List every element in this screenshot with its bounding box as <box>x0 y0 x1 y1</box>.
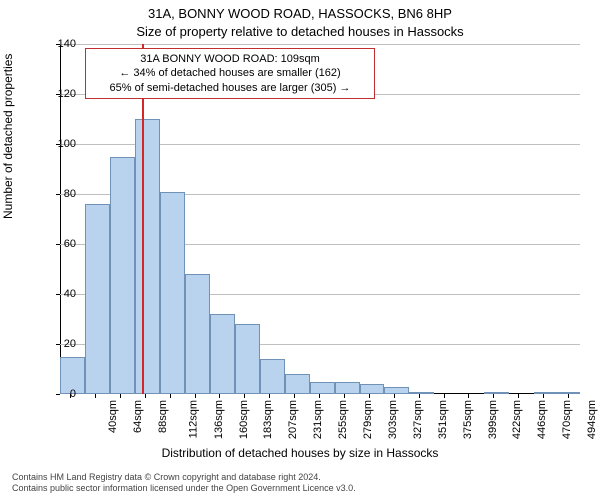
x-tick-mark <box>219 394 220 398</box>
x-tick-label: 183sqm <box>262 400 274 439</box>
y-tick-label: 140 <box>58 38 76 50</box>
x-tick-label: 422sqm <box>511 400 523 439</box>
x-tick-label: 207sqm <box>287 400 299 439</box>
x-tick-label: 231sqm <box>312 400 324 439</box>
x-tick-mark <box>244 394 245 398</box>
x-tick-mark <box>95 394 96 398</box>
x-tick-mark <box>195 394 196 398</box>
histogram-bar <box>335 382 360 395</box>
x-tick-label: 375sqm <box>462 400 474 439</box>
histogram-bar <box>235 324 260 394</box>
y-axis-label: Number of detached properties <box>1 54 15 219</box>
histogram-bar <box>285 374 310 394</box>
histogram-bar <box>260 359 285 394</box>
x-tick-label: 64sqm <box>132 400 144 433</box>
x-tick-mark <box>170 394 171 398</box>
x-tick-mark <box>269 394 270 398</box>
footer-line2: Contains public sector information licen… <box>12 483 356 494</box>
x-tick-label: 470sqm <box>561 400 573 439</box>
x-tick-mark <box>120 394 121 398</box>
y-tick-label: 0 <box>70 388 76 400</box>
x-tick-mark <box>468 394 469 398</box>
x-tick-label: 88sqm <box>157 400 169 433</box>
x-tick-label: 446sqm <box>536 400 548 439</box>
histogram-bar <box>110 157 135 395</box>
y-tick-mark <box>56 344 60 345</box>
histogram-bar <box>310 382 335 395</box>
y-tick-label: 20 <box>64 338 76 350</box>
y-tick-mark <box>56 244 60 245</box>
x-tick-mark <box>444 394 445 398</box>
y-tick-mark <box>56 194 60 195</box>
x-tick-label: 112sqm <box>188 400 200 438</box>
x-tick-mark <box>294 394 295 398</box>
grid-line <box>60 44 580 45</box>
y-tick-label: 80 <box>64 188 76 200</box>
x-tick-label: 494sqm <box>586 400 598 439</box>
y-tick-label: 120 <box>58 88 76 100</box>
annotation-line1: 31A BONNY WOOD ROAD: 109sqm <box>92 52 368 66</box>
y-tick-label: 100 <box>58 138 76 150</box>
x-axis-label: Distribution of detached houses by size … <box>0 446 600 460</box>
x-tick-mark <box>543 394 544 398</box>
x-tick-mark <box>568 394 569 398</box>
x-tick-mark <box>369 394 370 398</box>
histogram-bar <box>135 119 160 394</box>
x-tick-label: 40sqm <box>107 400 119 433</box>
histogram-bar <box>185 274 210 394</box>
y-tick-label: 60 <box>64 238 76 250</box>
y-tick-mark <box>56 294 60 295</box>
x-tick-mark <box>145 394 146 398</box>
histogram-bar <box>85 204 110 394</box>
histogram-bar <box>534 392 559 395</box>
x-tick-label: 255sqm <box>337 400 349 439</box>
x-tick-mark <box>394 394 395 398</box>
x-tick-mark <box>344 394 345 398</box>
annotation-line3: 65% of semi-detached houses are larger (… <box>92 81 368 95</box>
x-tick-mark <box>419 394 420 398</box>
chart-container: 31A, BONNY WOOD ROAD, HASSOCKS, BN6 8HP … <box>0 0 600 500</box>
x-tick-mark <box>319 394 320 398</box>
histogram-bar <box>559 392 580 395</box>
histogram-bar <box>360 384 385 394</box>
footer-line1: Contains HM Land Registry data © Crown c… <box>12 472 356 483</box>
histogram-bar <box>484 392 509 395</box>
x-tick-label: 303sqm <box>387 400 399 439</box>
chart-title-main: 31A, BONNY WOOD ROAD, HASSOCKS, BN6 8HP <box>0 6 600 21</box>
footer-attribution: Contains HM Land Registry data © Crown c… <box>12 472 356 495</box>
histogram-bar <box>409 392 434 395</box>
x-tick-mark <box>518 394 519 398</box>
annotation-box: 31A BONNY WOOD ROAD: 109sqm← 34% of deta… <box>85 48 375 99</box>
y-tick-mark <box>56 394 60 395</box>
x-tick-label: 160sqm <box>238 400 250 439</box>
x-tick-label: 399sqm <box>487 400 499 439</box>
histogram-bar <box>160 192 185 395</box>
x-tick-label: 136sqm <box>213 400 225 439</box>
chart-title-sub: Size of property relative to detached ho… <box>0 24 600 39</box>
x-tick-mark <box>493 394 494 398</box>
x-tick-label: 327sqm <box>412 400 424 439</box>
y-tick-label: 40 <box>64 288 76 300</box>
x-tick-label: 351sqm <box>437 400 449 439</box>
x-tick-label: 279sqm <box>362 400 374 439</box>
annotation-line2: ← 34% of detached houses are smaller (16… <box>92 66 368 80</box>
histogram-bar <box>384 387 409 395</box>
histogram-bar <box>210 314 235 394</box>
